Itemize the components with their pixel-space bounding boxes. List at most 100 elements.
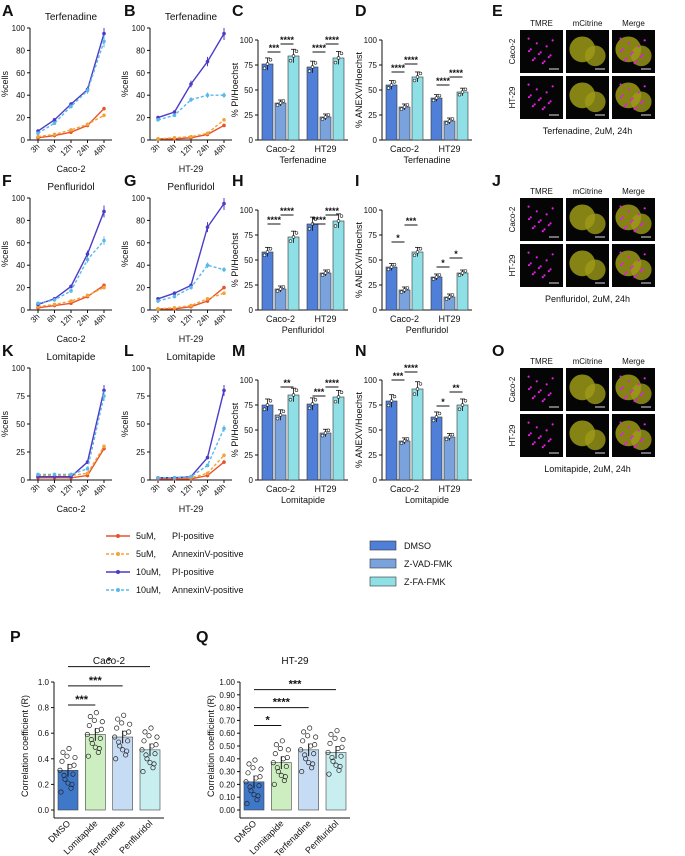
legend-dose: 10uM, xyxy=(136,567,161,577)
data-point-pi10 xyxy=(205,59,210,64)
x-axis-label: Caco-2 xyxy=(56,334,85,344)
mitochondria-spot xyxy=(551,39,554,42)
data-dot xyxy=(330,758,336,764)
mitochondria-spot xyxy=(527,263,531,267)
group-label: Caco-2 xyxy=(266,314,295,324)
mitochondria-spot xyxy=(549,54,552,57)
data-point-anx10 xyxy=(69,289,73,293)
data-dot xyxy=(153,742,159,748)
mitochondria-spot xyxy=(533,225,536,228)
mitochondria-spot xyxy=(527,205,530,208)
data-point-anx10 xyxy=(85,467,90,471)
data-dot xyxy=(113,756,119,762)
mitochondria-spot xyxy=(541,446,544,449)
y-tick-label: 0.80 xyxy=(219,704,235,713)
series-line-anx5 xyxy=(38,446,105,477)
data-dot xyxy=(447,119,452,123)
data-dot xyxy=(112,734,118,740)
significance-stars: **** xyxy=(404,55,419,65)
data-point-anx10 xyxy=(172,294,177,299)
mitochondria-spot xyxy=(531,227,535,230)
y-tick-label: 50 xyxy=(244,426,253,435)
mitochondria-spot xyxy=(643,207,646,210)
data-dot xyxy=(327,740,333,746)
mitochondria-spot xyxy=(545,91,548,94)
mitochondria-spot xyxy=(541,62,544,65)
y-tick-label: 40 xyxy=(16,91,25,100)
mitochondria-spot xyxy=(637,383,640,386)
data-point-anx5 xyxy=(36,134,40,139)
group-label: HT29 xyxy=(314,314,336,324)
data-dot xyxy=(265,62,270,66)
mitochondria-spot xyxy=(623,273,627,276)
mitochondria-spot xyxy=(623,397,627,400)
mitochondria-spot xyxy=(531,59,535,62)
data-dot xyxy=(281,409,286,414)
data-dot xyxy=(326,771,332,777)
mitochondria-spot xyxy=(527,95,531,99)
y-tick-label: 100 xyxy=(132,194,146,203)
mitochondria-spot xyxy=(529,94,532,97)
data-dot xyxy=(301,729,307,735)
data-dot xyxy=(291,235,296,239)
mitochondria-spot xyxy=(637,259,640,262)
data-dot xyxy=(320,117,325,121)
data-dot xyxy=(307,69,312,73)
data-point-anx10 xyxy=(156,475,160,480)
data-dot xyxy=(277,746,283,752)
data-dot xyxy=(389,83,394,87)
mitochondria-spot xyxy=(633,62,636,65)
data-dot xyxy=(333,399,338,404)
mitochondria-spot xyxy=(637,213,640,216)
data-dot xyxy=(256,783,262,789)
mitochondria-spot xyxy=(625,103,628,106)
data-dot xyxy=(323,115,328,119)
mitochondria-spot xyxy=(643,423,646,426)
mitochondria-spot xyxy=(625,271,628,274)
mitochondria-spot xyxy=(631,97,634,100)
data-dot xyxy=(326,113,331,117)
data-dot xyxy=(125,738,131,744)
y-tick-label: 100 xyxy=(132,24,146,33)
bar-zfa xyxy=(456,91,469,141)
significance-stars: **** xyxy=(436,76,451,86)
data-point-pi5 xyxy=(222,123,226,128)
data-dot xyxy=(84,731,90,738)
data-dot xyxy=(121,712,127,718)
mitochondria-spot xyxy=(535,42,538,45)
bar-dmso xyxy=(261,404,274,481)
mitochondria-spot xyxy=(639,439,642,443)
data-dot xyxy=(115,716,121,722)
bar-zfa xyxy=(332,220,345,311)
x-tick-label: 24h xyxy=(195,312,211,328)
mitochondria-spot xyxy=(549,392,552,395)
channel-header: TMRE xyxy=(530,19,553,28)
data-dot xyxy=(392,262,397,267)
data-point-anx5 xyxy=(69,128,73,132)
data-point-anx5 xyxy=(102,444,106,449)
data-dot xyxy=(333,762,339,768)
data-dot xyxy=(278,101,283,105)
bar-zfa xyxy=(287,55,300,141)
data-dot xyxy=(127,721,133,727)
x-tick-label: 6h xyxy=(45,312,58,325)
bar-dmso xyxy=(306,66,319,141)
panel-letter: A xyxy=(2,3,14,20)
mitochondria-spot xyxy=(639,101,642,105)
y-tick-label: 40 xyxy=(16,261,25,270)
mitochondria-spot xyxy=(529,432,532,435)
y-tick-label: 0 xyxy=(249,306,254,315)
y-tick-label: 0 xyxy=(373,136,378,145)
mitochondria-spot xyxy=(527,421,530,424)
data-dot xyxy=(412,392,417,396)
y-tick-label: 100 xyxy=(364,376,378,385)
data-dot xyxy=(418,382,423,386)
mitochondria-spot xyxy=(625,57,628,60)
mitochondria-spot xyxy=(629,220,633,224)
mitochondria-spot xyxy=(633,230,636,233)
x-tick-label: 24h xyxy=(195,482,211,498)
bar-dmso xyxy=(385,84,398,141)
series-line-pi10 xyxy=(158,390,225,479)
panel-letter: O xyxy=(492,343,504,360)
data-dot xyxy=(268,247,273,251)
